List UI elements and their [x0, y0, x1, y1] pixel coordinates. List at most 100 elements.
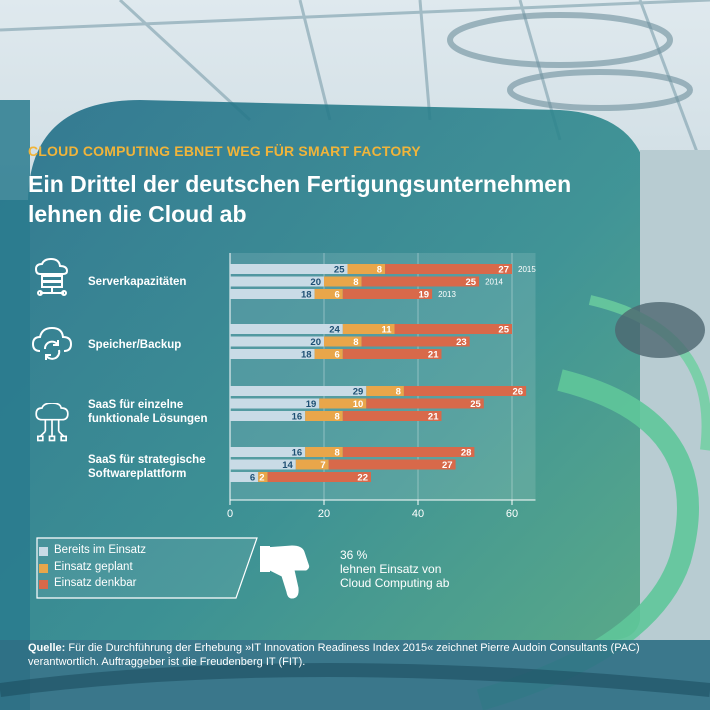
- title-line-1: Ein Drittel der deutschen Fertigungsunte…: [28, 171, 572, 197]
- bar: [385, 264, 512, 274]
- bar: [342, 447, 475, 457]
- bar-value-label: 25: [466, 277, 477, 288]
- bar-value-label: 8: [396, 386, 401, 397]
- bar: [361, 276, 480, 287]
- bar: [366, 386, 404, 396]
- bar-value-label: 14: [282, 460, 293, 471]
- bar: [394, 324, 512, 334]
- bar: [230, 398, 320, 409]
- legend-swatch-in-use: [39, 547, 48, 556]
- bar-value-label: 19: [419, 289, 430, 300]
- bar-value-label: 2: [259, 472, 264, 483]
- bar-value-label: 7: [320, 460, 325, 471]
- title-line-2: lehnen die Cloud ab: [28, 201, 247, 227]
- bar: [230, 276, 324, 287]
- legend-item-conceivable: Einsatz denkbar: [39, 577, 137, 589]
- bar-value-label: 21: [428, 411, 439, 422]
- bar: [342, 349, 442, 359]
- bar: [230, 386, 367, 396]
- bar: [314, 289, 343, 299]
- bar-value-label: 25: [498, 324, 509, 335]
- bar-value-label: 22: [357, 472, 368, 483]
- callout-line-2: Cloud Computing ab: [340, 576, 450, 590]
- source-note: Quelle: Für die Durchführung der Erhebun…: [28, 641, 688, 669]
- bar-value-label: 16: [292, 447, 303, 458]
- bar: [230, 472, 259, 482]
- category-label-server: Serverkapazitäten: [88, 276, 187, 288]
- legend-item-in-use: Bereits im Einsatz: [39, 544, 147, 556]
- legend-swatch-planned: [39, 564, 48, 573]
- legend-label-conceivable: Einsatz denkbar: [54, 577, 137, 589]
- legend-frame: [36, 537, 258, 599]
- bar: [347, 264, 386, 274]
- bar-value-label: 25: [470, 399, 481, 410]
- bar-value-label: 18: [301, 349, 312, 360]
- bar: [230, 447, 306, 457]
- bar: [361, 336, 470, 347]
- bar: [230, 289, 315, 299]
- year-label: 2013: [438, 290, 456, 299]
- bar-value-label: 28: [461, 447, 472, 458]
- page-title: Ein Drittel der deutschen Fertigungsunte…: [28, 169, 588, 229]
- subtitle: CLOUD COMPUTING EBNET WEG FÜR SMART FACT…: [28, 143, 421, 159]
- server-cloud-icon: [34, 258, 69, 296]
- source-label: Quelle:: [28, 642, 66, 654]
- bar: [230, 336, 324, 347]
- legend-label-planned: Einsatz geplant: [54, 561, 133, 573]
- bar: [305, 411, 343, 421]
- bar: [342, 411, 442, 421]
- callout-line-1: lehnen Einsatz von: [340, 562, 442, 576]
- bar: [230, 264, 348, 274]
- year-label: 2014: [485, 278, 503, 287]
- callout-percent: 36 %: [340, 548, 368, 562]
- bar-value-label: 6: [335, 349, 340, 360]
- bar-value-label: 19: [306, 399, 317, 410]
- bar: [230, 459, 296, 470]
- bar: [230, 324, 343, 334]
- cloud-network-icon: [35, 403, 69, 442]
- bar: [324, 336, 362, 347]
- bar-value-label: 20: [310, 337, 321, 348]
- bar: [305, 447, 343, 457]
- bar: [258, 472, 268, 482]
- category-label-saas-single: SaaS für einzelne funktionale Lösungen: [88, 399, 208, 425]
- x-tick-label: 0: [227, 508, 233, 520]
- bar-value-label: 6: [250, 472, 255, 483]
- cloud-sync-icon: [31, 326, 73, 360]
- bar-value-label: 8: [353, 277, 358, 288]
- year-label: 2015: [518, 265, 536, 274]
- x-tick-label: 20: [318, 508, 330, 520]
- bar-value-label: 27: [498, 264, 509, 275]
- bar-value-label: 10: [353, 399, 364, 410]
- bar-value-label: 8: [353, 337, 358, 348]
- bar-value-label: 21: [428, 349, 439, 360]
- bar-value-label: 16: [292, 411, 303, 422]
- x-tick-label: 40: [412, 508, 424, 520]
- bar: [295, 459, 329, 470]
- bar: [230, 349, 315, 359]
- bar-value-label: 25: [334, 264, 345, 275]
- bar-value-label: 8: [335, 447, 340, 458]
- bar-value-label: 18: [301, 289, 312, 300]
- x-tick-label: 60: [506, 508, 518, 520]
- bar: [403, 386, 527, 396]
- bar: [230, 411, 306, 421]
- bar: [314, 349, 343, 359]
- callout: 36 % lehnen Einsatz von Cloud Computing …: [340, 548, 449, 590]
- bar-value-label: 29: [353, 386, 364, 397]
- bar-value-label: 27: [442, 460, 453, 471]
- bar-value-label: 8: [335, 411, 340, 422]
- category-label-storage: Speicher/Backup: [88, 339, 182, 351]
- bar: [366, 398, 484, 409]
- bar-value-label: 23: [456, 337, 467, 348]
- bar: [342, 289, 433, 299]
- bar-value-label: 24: [329, 324, 340, 335]
- source-text: Für die Durchführung der Erhebung »IT In…: [28, 642, 640, 668]
- bar-value-label: 8: [377, 264, 382, 275]
- bar: [324, 276, 362, 287]
- bar: [267, 472, 371, 482]
- bar-value-label: 11: [381, 324, 392, 335]
- category-label-saas-strategic: SaaS für strategische Softwareplattform: [88, 454, 206, 480]
- legend-label-in-use: Bereits im Einsatz: [54, 544, 147, 556]
